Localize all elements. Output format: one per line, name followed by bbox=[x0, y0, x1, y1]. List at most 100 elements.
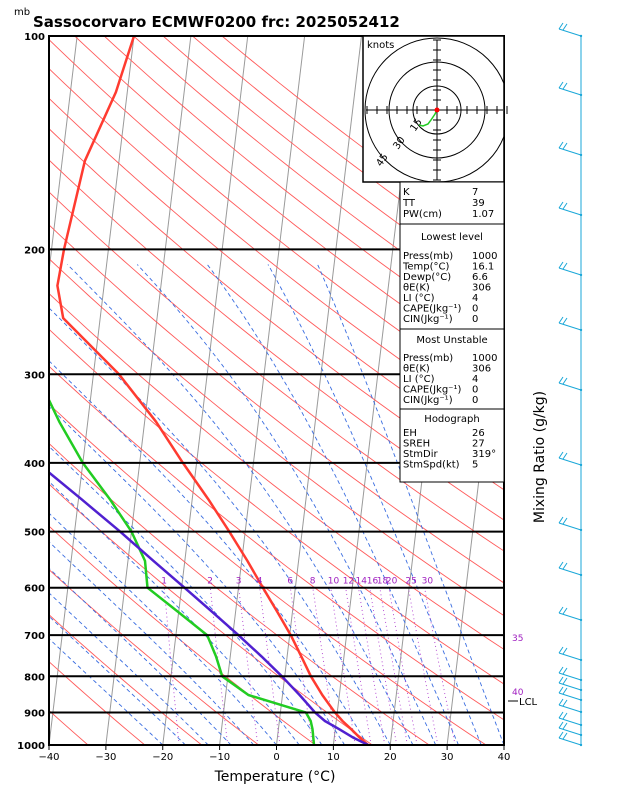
temperature-tick-label: −30 bbox=[95, 752, 116, 763]
index-value: 5 bbox=[472, 460, 478, 471]
moist-adiabat-line bbox=[49, 405, 346, 745]
isotherm-line bbox=[49, 36, 135, 745]
dry-adiabat-line bbox=[49, 614, 202, 745]
background-grid bbox=[0, 36, 504, 745]
mixing-ratio-line bbox=[407, 587, 439, 745]
mixing-ratio-label: 30 bbox=[422, 577, 434, 587]
moist-adiabat-line bbox=[67, 264, 414, 745]
most-unstable-title: Most Unstable bbox=[416, 335, 487, 346]
temperature-profile bbox=[56, 36, 369, 745]
temperature-tick-label: 10 bbox=[327, 752, 340, 763]
mixing-ratio-label: 6 bbox=[287, 577, 293, 587]
index-value: 1.07 bbox=[472, 209, 494, 220]
pressure-tick-label: 600 bbox=[24, 584, 45, 595]
dry-adiabat-line bbox=[49, 569, 259, 745]
temperature-tick-label: 0 bbox=[273, 752, 279, 763]
index-value: 4 bbox=[472, 374, 478, 385]
profiles bbox=[49, 36, 369, 745]
index-value: 1000 bbox=[472, 251, 497, 262]
index-label: Press(mb) bbox=[403, 353, 453, 364]
mixing-ratio-label: 12 bbox=[343, 577, 354, 587]
x-axis-label: Temperature (°C) bbox=[214, 769, 336, 785]
indices-most-unstable: Press(mb) 1000 θE(K) 306 LI (°C) 4 CAPE(Jkg⁻¹)… bbox=[403, 353, 497, 406]
mixing-ratio-label: 4 bbox=[257, 577, 263, 587]
dry-adiabat-line bbox=[49, 525, 316, 745]
index-label: StmSpd(kt) bbox=[403, 460, 460, 471]
mixing-ratio-label: 14 bbox=[356, 577, 368, 587]
wind-barb bbox=[558, 141, 582, 156]
indices-top: K 7 TT 39 PW(cm) 1.07 bbox=[402, 187, 494, 220]
dry-adiabat-line bbox=[49, 191, 504, 552]
dry-adiabat-line bbox=[49, 128, 504, 491]
index-label: Press(mb) bbox=[403, 251, 453, 262]
index-label: LI (°C) bbox=[403, 374, 435, 385]
index-label: EH bbox=[403, 428, 417, 439]
temperature-tick-label: 30 bbox=[441, 752, 454, 763]
index-value: 0 bbox=[472, 314, 478, 325]
dry-adiabat-line bbox=[49, 159, 504, 521]
wind-barb bbox=[558, 646, 582, 661]
right-label-35: 35 bbox=[512, 634, 523, 644]
index-value: 6.6 bbox=[472, 272, 488, 283]
wind-barb bbox=[558, 731, 582, 746]
hodograph-origin bbox=[434, 107, 440, 113]
moist-adiabat-line bbox=[49, 512, 277, 745]
mixing-ratio-label: 18 bbox=[377, 577, 389, 587]
isotherm-line bbox=[49, 36, 78, 275]
indices-panel: K 7 TT 39 PW(cm) 1.07 Lowest level Press(mb) 1… bbox=[399, 181, 505, 483]
wind-barb bbox=[558, 666, 582, 681]
dry-adiabat-line bbox=[49, 442, 430, 745]
index-value: 0 bbox=[472, 304, 478, 315]
isotherm-line bbox=[0, 36, 20, 745]
temperature-tick-label: −10 bbox=[209, 752, 230, 763]
dry-adiabat-line bbox=[49, 292, 504, 650]
temperature-tick-label: 20 bbox=[384, 752, 397, 763]
index-value: 306 bbox=[472, 364, 491, 375]
index-label: LI (°C) bbox=[403, 293, 435, 304]
index-label: θE(K) bbox=[403, 364, 430, 375]
index-value: 7 bbox=[472, 187, 478, 198]
dry-adiabat-line bbox=[74, 36, 504, 377]
index-label: PW(cm) bbox=[403, 209, 442, 220]
wind-barb bbox=[558, 676, 582, 691]
mixing-ratio-label: 16 bbox=[367, 577, 379, 587]
mixing-ratio-label: 2 bbox=[207, 577, 213, 587]
temperature-tick-label: −20 bbox=[152, 752, 173, 763]
wind-barb bbox=[558, 316, 582, 331]
isotherm-line bbox=[105, 36, 192, 745]
mixing-ratio-label: 3 bbox=[236, 577, 242, 587]
chart-title: Sassocorvaro ECMWF0200 frc: 2025052412 bbox=[33, 13, 400, 31]
moist-adiabat-line bbox=[49, 307, 391, 745]
pressure-tick-label: 200 bbox=[24, 245, 45, 256]
mixing-ratio-label: 25 bbox=[405, 577, 416, 587]
wind-barb bbox=[558, 376, 582, 391]
pressure-tick-labels: 100 200 300 400 500 600 700 800 900 1000 bbox=[17, 32, 45, 752]
lowest-level-title: Lowest level bbox=[421, 232, 483, 243]
wind-barb bbox=[558, 686, 582, 701]
dry-adiabat-line bbox=[49, 365, 504, 721]
right-axis-label: Mixing Ratio (g/kg) bbox=[532, 391, 548, 523]
pressure-tick-label: 100 bbox=[24, 32, 45, 43]
moist-adiabat-line bbox=[136, 264, 437, 745]
index-label: TT bbox=[402, 198, 416, 209]
mixing-ratio-label: 8 bbox=[310, 577, 316, 587]
index-value: 27 bbox=[472, 439, 485, 450]
mixing-ratio-line bbox=[424, 587, 456, 745]
pressure-tick-label: 700 bbox=[24, 631, 45, 642]
hodograph-trace bbox=[418, 109, 438, 127]
index-label: CIN(Jkg⁻¹) bbox=[403, 314, 453, 325]
index-value: 0 bbox=[472, 395, 478, 406]
wind-barb bbox=[558, 561, 582, 576]
index-label: CAPE(Jkg⁻¹) bbox=[403, 385, 461, 396]
mixing-ratio-label: 10 bbox=[328, 577, 340, 587]
index-value: 4 bbox=[472, 293, 478, 304]
index-label: SREH bbox=[403, 439, 430, 450]
dry-adiabat-line bbox=[49, 258, 504, 617]
moist-adiabat-line bbox=[206, 264, 459, 745]
pressure-tick-label: 800 bbox=[24, 672, 45, 683]
wind-barb bbox=[558, 22, 582, 37]
wind-barb bbox=[558, 516, 582, 531]
wind-barb bbox=[558, 261, 582, 276]
moist-adiabat-line bbox=[49, 541, 255, 745]
wind-barb bbox=[558, 698, 582, 713]
